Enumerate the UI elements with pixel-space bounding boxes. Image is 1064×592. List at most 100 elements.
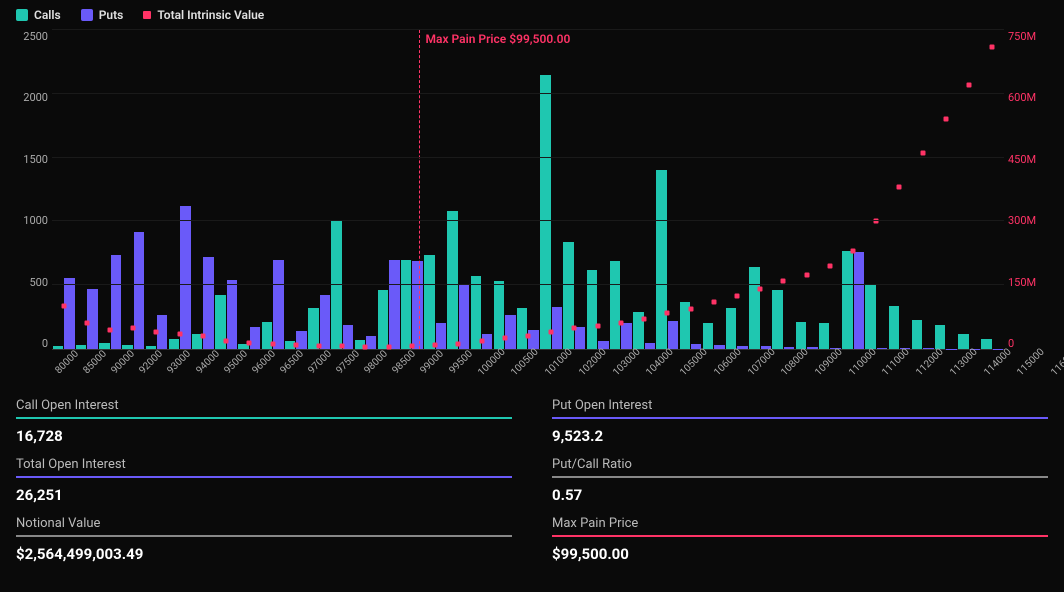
puts-bar[interactable]	[87, 289, 97, 349]
intrinsic-dot[interactable]	[572, 325, 577, 330]
puts-bar[interactable]	[320, 295, 330, 349]
intrinsic-dot[interactable]	[317, 343, 322, 348]
puts-bar[interactable]	[784, 347, 794, 349]
intrinsic-dot[interactable]	[851, 249, 856, 254]
strike-145000[interactable]	[958, 30, 981, 349]
puts-bar[interactable]	[923, 348, 933, 349]
intrinsic-dot[interactable]	[665, 310, 670, 315]
calls-bar[interactable]	[331, 221, 341, 349]
calls-bar[interactable]	[981, 339, 991, 349]
intrinsic-dot[interactable]	[177, 332, 182, 337]
intrinsic-dot[interactable]	[84, 321, 89, 326]
strike-111000[interactable]	[679, 30, 702, 349]
puts-bar[interactable]	[714, 345, 724, 349]
calls-bar[interactable]	[703, 323, 713, 349]
strike-106000[interactable]	[563, 30, 586, 349]
intrinsic-dot[interactable]	[293, 342, 298, 347]
calls-bar[interactable]	[169, 339, 179, 349]
intrinsic-dot[interactable]	[409, 343, 414, 348]
intrinsic-dot[interactable]	[734, 293, 739, 298]
puts-bar[interactable]	[621, 323, 631, 349]
intrinsic-dot[interactable]	[549, 330, 554, 335]
puts-bar[interactable]	[645, 343, 655, 349]
strike-98500[interactable]	[331, 30, 354, 349]
strike-100000[interactable]	[400, 30, 423, 349]
intrinsic-dot[interactable]	[827, 264, 832, 269]
intrinsic-dot[interactable]	[967, 83, 972, 88]
intrinsic-dot[interactable]	[897, 185, 902, 190]
intrinsic-dot[interactable]	[131, 325, 136, 330]
strike-102000[interactable]	[470, 30, 493, 349]
strike-98000[interactable]	[307, 30, 330, 349]
strike-100500[interactable]	[424, 30, 447, 349]
strike-120000[interactable]	[841, 30, 864, 349]
calls-bar[interactable]	[53, 346, 63, 349]
intrinsic-dot[interactable]	[502, 336, 507, 341]
calls-bar[interactable]	[146, 346, 156, 349]
strike-99000[interactable]	[354, 30, 377, 349]
calls-bar[interactable]	[749, 267, 759, 349]
intrinsic-dot[interactable]	[595, 323, 600, 328]
strike-109000[interactable]	[632, 30, 655, 349]
intrinsic-dot[interactable]	[711, 300, 716, 305]
intrinsic-dot[interactable]	[270, 341, 275, 346]
strike-85000[interactable]	[75, 30, 98, 349]
intrinsic-dot[interactable]	[433, 342, 438, 347]
calls-bar[interactable]	[842, 251, 852, 349]
calls-bar[interactable]	[796, 322, 806, 349]
strike-93000[interactable]	[145, 30, 168, 349]
intrinsic-dot[interactable]	[108, 327, 113, 332]
puts-bar[interactable]	[877, 348, 887, 349]
puts-bar[interactable]	[64, 278, 74, 349]
strike-135000[interactable]	[911, 30, 934, 349]
strike-105000[interactable]	[540, 30, 563, 349]
strike-97000[interactable]	[261, 30, 284, 349]
intrinsic-dot[interactable]	[154, 330, 159, 335]
strike-114000[interactable]	[749, 30, 772, 349]
strike-99500[interactable]	[377, 30, 400, 349]
calls-bar[interactable]	[517, 308, 527, 349]
intrinsic-dot[interactable]	[386, 344, 391, 349]
strike-90000[interactable]	[98, 30, 121, 349]
puts-bar[interactable]	[552, 307, 562, 349]
calls-bar[interactable]	[656, 170, 666, 349]
calls-bar[interactable]	[912, 320, 922, 349]
puts-bar[interactable]	[134, 232, 144, 349]
strike-103000[interactable]	[493, 30, 516, 349]
strike-118000[interactable]	[818, 30, 841, 349]
puts-bar[interactable]	[668, 321, 678, 349]
intrinsic-dot[interactable]	[920, 151, 925, 156]
strike-112000[interactable]	[702, 30, 725, 349]
strike-101000[interactable]	[447, 30, 470, 349]
calls-bar[interactable]	[726, 308, 736, 349]
strike-96500[interactable]	[238, 30, 261, 349]
strike-94000[interactable]	[168, 30, 191, 349]
strike-115000[interactable]	[772, 30, 795, 349]
strike-107000[interactable]	[586, 30, 609, 349]
calls-bar[interactable]	[610, 261, 620, 349]
calls-bar[interactable]	[401, 260, 411, 349]
intrinsic-dot[interactable]	[943, 117, 948, 122]
puts-bar[interactable]	[180, 206, 190, 349]
strike-125000[interactable]	[865, 30, 888, 349]
intrinsic-dot[interactable]	[990, 45, 995, 50]
calls-bar[interactable]	[772, 290, 782, 349]
puts-bar[interactable]	[111, 255, 121, 349]
calls-bar[interactable]	[424, 255, 434, 349]
calls-bar[interactable]	[819, 323, 829, 349]
puts-bar[interactable]	[575, 327, 585, 349]
strike-80000[interactable]	[52, 30, 75, 349]
strike-97500[interactable]	[284, 30, 307, 349]
strike-113000[interactable]	[725, 30, 748, 349]
intrinsic-dot[interactable]	[340, 344, 345, 349]
strike-140000[interactable]	[934, 30, 957, 349]
intrinsic-dot[interactable]	[200, 334, 205, 339]
puts-bar[interactable]	[807, 347, 817, 349]
calls-bar[interactable]	[587, 270, 597, 349]
calls-bar[interactable]	[76, 345, 86, 349]
calls-bar[interactable]	[935, 325, 945, 349]
intrinsic-dot[interactable]	[642, 317, 647, 322]
puts-bar[interactable]	[505, 315, 515, 349]
puts-bar[interactable]	[389, 260, 399, 349]
intrinsic-dot[interactable]	[363, 344, 368, 349]
